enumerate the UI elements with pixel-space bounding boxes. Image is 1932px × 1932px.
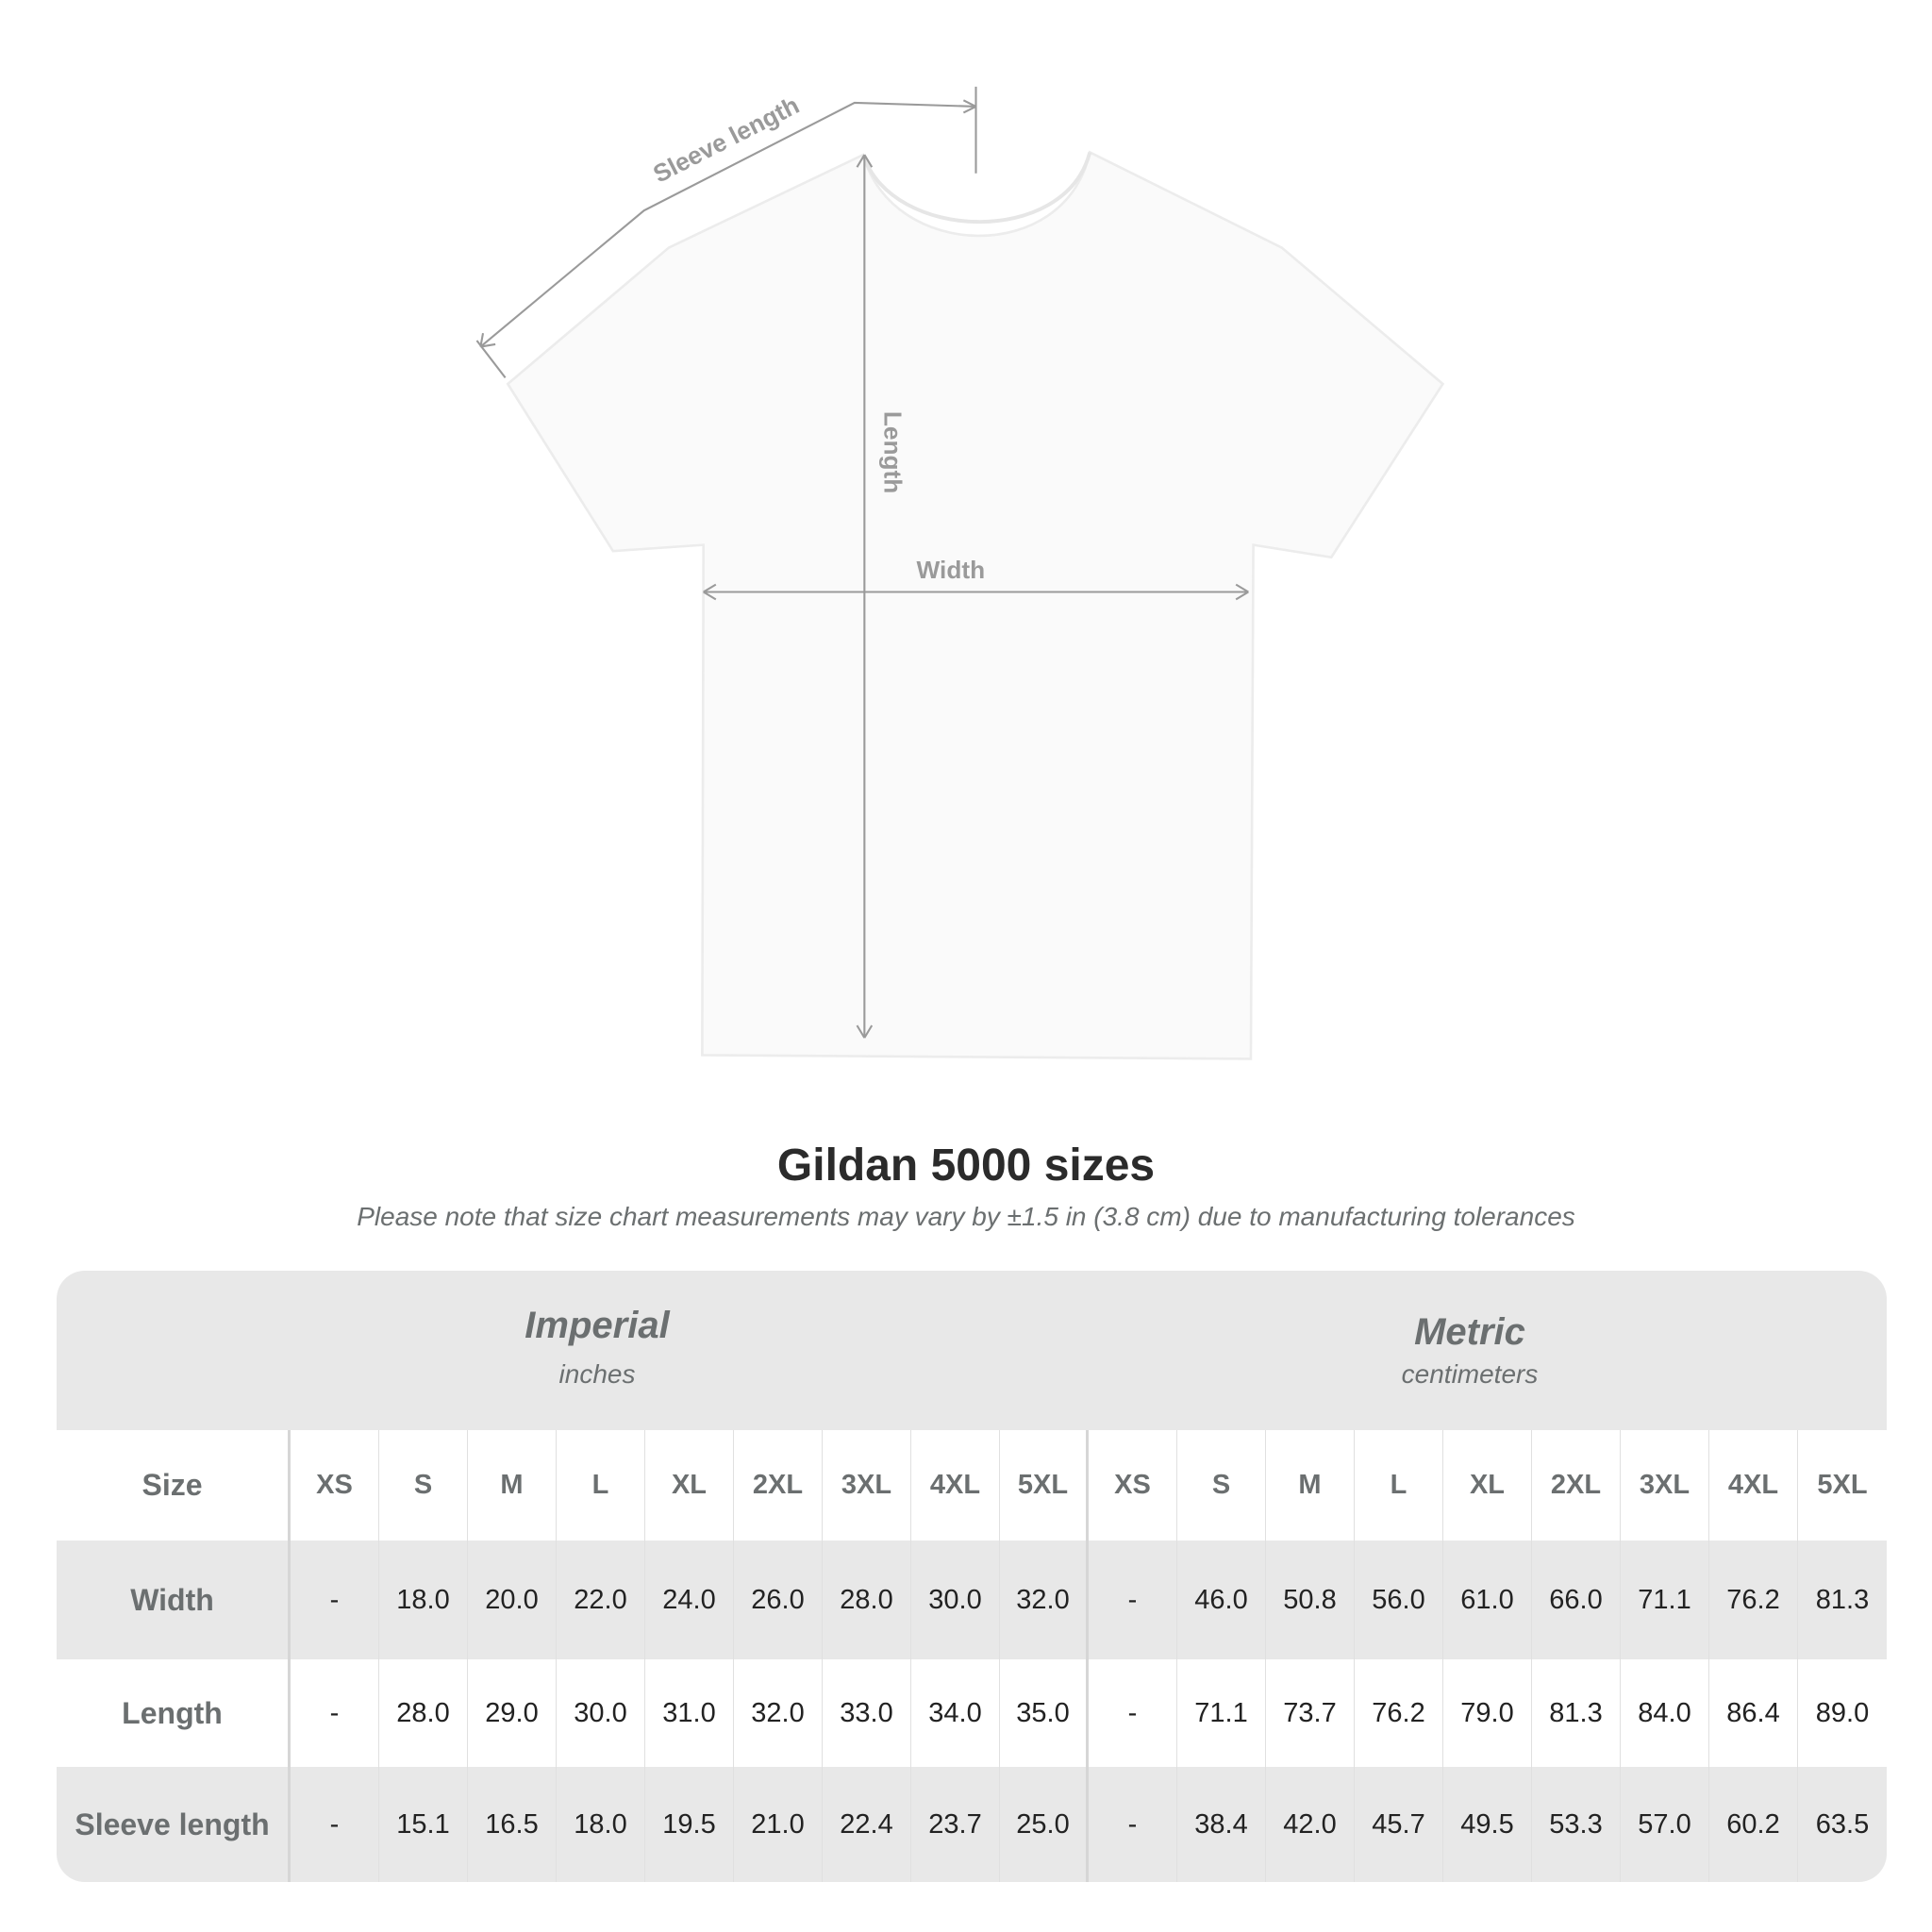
row-label: Length [57, 1659, 291, 1767]
table-cell-imperial: 18.0 [557, 1767, 645, 1882]
size-header-imperial-xl: XL [645, 1430, 734, 1541]
table-cell-imperial: 20.0 [468, 1541, 557, 1659]
table-cell-imperial: 32.0 [1000, 1541, 1089, 1659]
size-header-imperial-xs: XS [291, 1430, 379, 1541]
table-cell-imperial: 28.0 [823, 1541, 911, 1659]
tshirt-shape [506, 150, 1445, 1060]
table-cell-imperial: 22.4 [823, 1767, 911, 1882]
table-cell-metric: 60.2 [1709, 1767, 1798, 1882]
table-row: Width -18.0 20.0 22.0 24.0 26.0 28.0 30.0 32.0-4… [57, 1541, 1887, 1659]
table-cell-metric: 86.4 [1709, 1659, 1798, 1767]
size-header-imperial-m: M [468, 1430, 557, 1541]
table-cell-metric: 61.0 [1443, 1541, 1532, 1659]
table-cell-imperial: 31.0 [645, 1659, 734, 1767]
table-cell-metric: - [1089, 1767, 1177, 1882]
table-cell-metric: 38.4 [1177, 1767, 1266, 1882]
size-header-imperial-2xl: 2XL [734, 1430, 823, 1541]
table-cell-metric: 57.0 [1621, 1767, 1709, 1882]
size-header-metric-3xl: 3XL [1621, 1430, 1709, 1541]
table-cell-imperial: 15.1 [379, 1767, 468, 1882]
size-header-row: Size XS S M L XL 2XL 3XL 4XL 5XL XS S M L XL 2XL 3XL 4XL… [57, 1430, 1887, 1541]
table-cell-imperial: 26.0 [734, 1541, 823, 1659]
imperial-unit: inches [558, 1359, 636, 1389]
table-cell-metric: 49.5 [1443, 1767, 1532, 1882]
table-cell-metric: 45.7 [1355, 1767, 1443, 1882]
row-label: Sleeve length [57, 1767, 291, 1882]
size-header-metric-2xl: 2XL [1532, 1430, 1621, 1541]
table-cell-imperial: 23.7 [911, 1767, 1000, 1882]
table-cell-metric: 81.3 [1815, 1584, 1870, 1615]
table-cell-imperial: - [291, 1659, 379, 1767]
sleeve-length-line [479, 101, 976, 348]
table-cell-imperial: 28.0 [379, 1659, 468, 1767]
table-cell-imperial: 21.0 [734, 1767, 823, 1882]
size-header-imperial-3xl: 3XL [823, 1430, 911, 1541]
width-label: Width [916, 556, 985, 584]
table-cell-metric: 73.7 [1266, 1659, 1355, 1767]
size-label: Size [57, 1430, 291, 1541]
size-header-imperial-5xl: 5XL [1000, 1430, 1089, 1541]
table-cell-metric: 84.0 [1621, 1659, 1709, 1767]
imperial-title: Imperial [525, 1305, 670, 1346]
size-header-metric-xs: XS [1089, 1430, 1177, 1541]
table-cell-metric: 76.2 [1355, 1659, 1443, 1767]
table-cell-metric: 76.2 [1709, 1541, 1798, 1659]
table-cell-metric: 46.0 [1177, 1541, 1266, 1659]
table-cell-metric: 79.0 [1443, 1659, 1532, 1767]
table-cell-metric: 56.0 [1355, 1541, 1443, 1659]
table-cell-imperial: - [291, 1767, 379, 1882]
row-label: Width [57, 1541, 291, 1659]
table-cell-imperial: 19.5 [645, 1767, 734, 1882]
table-cell-imperial: 32.0 [734, 1659, 823, 1767]
table-cell-imperial: 24.0 [645, 1541, 734, 1659]
metric-unit: centimeters [1401, 1359, 1539, 1389]
table-cell-imperial: 25.0 [1000, 1767, 1089, 1882]
size-header-imperial-4xl: 4XL [911, 1430, 1000, 1541]
table-cell-metric: 71.1 [1621, 1541, 1709, 1659]
unit-header-band [57, 1271, 1887, 1430]
table-cell-metric: 71.1 [1177, 1659, 1266, 1767]
table-cell-imperial: - [291, 1541, 379, 1659]
table-cell-imperial: 29.0 [468, 1659, 557, 1767]
table-cell-metric: - [1089, 1659, 1177, 1767]
page-title: Gildan 5000 sizes [776, 1141, 1156, 1191]
table-cell-imperial: 34.0 [911, 1659, 1000, 1767]
table-cell-metric: 50.8 [1266, 1541, 1355, 1659]
size-header-metric-s: S [1177, 1430, 1266, 1541]
table-cell-metric: 66.0 [1532, 1541, 1621, 1659]
size-header-metric-m: M [1266, 1430, 1355, 1541]
tolerance-note: Please note that size chart measurements… [357, 1202, 1575, 1231]
size-header-metric-4xl: 4XL [1709, 1430, 1798, 1541]
table-row: Sleeve length -15.1 16.5 18.0 19.5 21.0 22.4 23… [57, 1767, 1887, 1882]
metric-title: Metric [1414, 1311, 1525, 1353]
table-cell-imperial: 22.0 [557, 1541, 645, 1659]
table-cell-metric: 89.0 [1815, 1697, 1870, 1728]
sleeve-length-label: Sleeve length [649, 91, 804, 189]
size-header-imperial-l: L [557, 1430, 645, 1541]
table-row: Length -28.0 29.0 30.0 31.0 32.0 33.0 34.0 35.0-… [57, 1659, 1887, 1767]
table-cell-metric: 53.3 [1532, 1767, 1621, 1882]
table-cell-imperial: 30.0 [557, 1659, 645, 1767]
table-cell-metric: 63.5 [1815, 1808, 1870, 1840]
size-header-metric-5xl: 5XL [1817, 1470, 1868, 1500]
tshirt-diagram: Sleeve length Length Width [475, 86, 1445, 1060]
size-header-imperial-s: S [379, 1430, 468, 1541]
size-header-metric-xl: XL [1443, 1430, 1532, 1541]
size-header-metric-l: L [1355, 1430, 1443, 1541]
length-label: Length [878, 411, 907, 493]
table-cell-metric: - [1089, 1541, 1177, 1659]
table-cell-imperial: 35.0 [1000, 1659, 1089, 1767]
table-cell-metric: 42.0 [1266, 1767, 1355, 1882]
table-cell-imperial: 30.0 [911, 1541, 1000, 1659]
table-cell-imperial: 33.0 [823, 1659, 911, 1767]
table-cell-imperial: 16.5 [468, 1767, 557, 1882]
table-cell-imperial: 18.0 [379, 1541, 468, 1659]
table-cell-metric: 81.3 [1532, 1659, 1621, 1767]
size-table: Imperial inches Metric centimeters Size … [57, 1271, 1887, 1882]
